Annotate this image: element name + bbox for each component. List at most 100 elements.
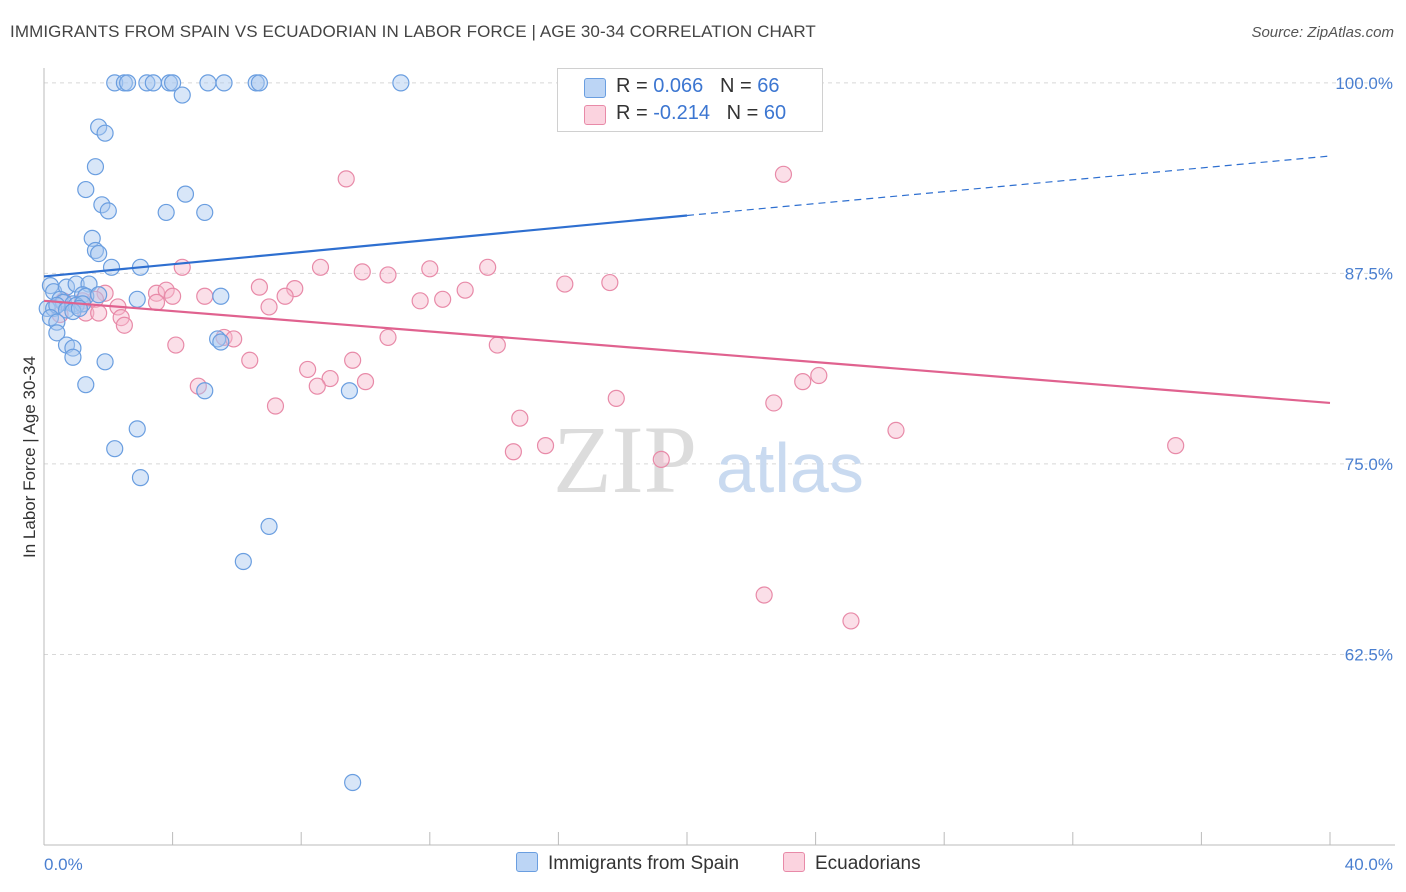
spain-point: [106, 74, 124, 92]
spain-point: [157, 203, 175, 222]
ecuadorians-point: [379, 266, 397, 284]
spain-point: [138, 74, 156, 92]
ecuadorians-point: [266, 397, 285, 415]
ecuadorians-point: [90, 304, 108, 322]
spain-trend-extension: [686, 155, 1331, 217]
legend-r-value-spain: 0.066: [653, 75, 704, 97]
spain-point: [86, 241, 105, 260]
ecuadorians-point: [115, 316, 133, 334]
ecuadorians-point: [887, 421, 905, 439]
y-tick-label: 100.0%: [1335, 74, 1393, 93]
ecuadorians-point: [344, 351, 362, 369]
ecuadorians-point: [299, 360, 317, 379]
ecuadorians-point: [241, 351, 259, 369]
legend-swatch-ecuadorians: [584, 105, 606, 125]
ecuadorians-point: [488, 336, 506, 354]
bottom-legend-swatch-spain: [516, 852, 538, 872]
ecuadorians-point: [353, 263, 371, 281]
watermark-atlas: atlas: [716, 429, 864, 507]
spain-point: [234, 552, 252, 571]
ecuadorians-point: [842, 612, 860, 630]
ecuadorians-point: [260, 298, 278, 316]
ecuadorians-point: [337, 170, 355, 188]
ecuadorians-point: [411, 292, 429, 310]
axes: [43, 68, 1395, 846]
y-tick-label: 87.5%: [1345, 264, 1393, 283]
spain-point: [344, 773, 362, 792]
spain-point: [250, 74, 269, 92]
ecuadorians-point: [276, 287, 294, 305]
spain-point: [209, 330, 227, 348]
x-tick-label: 0.0%: [44, 855, 83, 874]
ecuadorians-point: [173, 258, 191, 276]
spain-point: [64, 348, 82, 366]
spain-point: [164, 74, 182, 92]
ecuadorians-point: [504, 443, 522, 461]
spain-point: [196, 382, 214, 400]
ecuadorians-point: [774, 165, 793, 183]
ecuadorians-point: [652, 450, 670, 468]
spain-point: [215, 74, 233, 92]
ecuadorians-point: [164, 287, 182, 305]
ecuadorians-point: [511, 409, 529, 427]
ecuadorians-point: [356, 373, 375, 391]
legend-swatch-spain: [584, 78, 606, 98]
legend-n-label: N =: [726, 102, 764, 124]
ecuadorians-points: [51, 74, 1185, 630]
spain-point: [45, 299, 63, 318]
x-tick-label: 40.0%: [1345, 855, 1393, 874]
legend-n-label: N =: [719, 75, 758, 97]
spain-point: [77, 376, 95, 394]
ecuadorians-point: [456, 281, 474, 299]
ecuadorians-point: [86, 290, 105, 308]
tick-labels: 100.0% 87.5% 75.0% 62.5% 0.0% 40.0%: [44, 74, 1393, 874]
spain-point: [67, 275, 85, 293]
spain-point: [212, 287, 230, 305]
ecuadorians-trend-line: [43, 299, 1331, 405]
spain-point: [90, 286, 108, 304]
bottom-legend-ecuadorians: Ecuadorians: [783, 852, 921, 875]
spain-point: [96, 353, 114, 371]
ecuadorians-point: [1167, 437, 1185, 455]
spain-point: [340, 382, 359, 400]
ecuadorians-point: [479, 258, 497, 276]
ecuadorians-point: [157, 281, 175, 299]
legend-n-value-spain: 66: [757, 75, 780, 97]
spain-point: [196, 203, 214, 222]
ecuadorians-point: [147, 293, 166, 311]
spain-point: [128, 290, 146, 308]
ecuadorians-point: [308, 377, 326, 395]
spain-point: [106, 440, 124, 458]
ecuadorians-point: [196, 287, 214, 305]
ecuadorians-point: [556, 275, 574, 293]
legend: R = 0.066 N = 66 R = -0.214 N = 60: [557, 68, 823, 132]
legend-r-label: R =: [616, 102, 654, 124]
ecuadorians-point: [536, 437, 555, 455]
spain-point: [96, 124, 114, 142]
trend-lines: [43, 155, 1331, 405]
bottom-legend-label-spain: Immigrants from Spain: [548, 853, 740, 874]
ecuadorians-point: [379, 328, 397, 347]
spain-point: [64, 339, 82, 357]
ecuadorians-point: [96, 284, 114, 302]
spain-point: [86, 158, 105, 176]
spain-point: [131, 469, 150, 487]
spain-point: [173, 86, 191, 104]
spain-point: [48, 324, 66, 342]
legend-r-value-ecuadorians: -0.214: [653, 102, 710, 124]
ecuadorians-point: [607, 389, 625, 407]
ecuadorians-point: [147, 284, 166, 302]
y-tick-label: 75.0%: [1345, 455, 1393, 474]
y-tick-label: 62.5%: [1345, 645, 1393, 664]
spain-point: [199, 74, 217, 92]
chart-title: IMMIGRANTS FROM SPAIN VS ECUADORIAN IN L…: [10, 22, 816, 41]
spain-point: [118, 74, 137, 92]
spain-point: [212, 333, 230, 351]
ecuadorians-point: [601, 273, 619, 292]
ecuadorians-point: [321, 369, 339, 388]
watermark-zip: ZIP: [553, 406, 697, 513]
spain-point: [93, 196, 111, 214]
spain-point: [176, 185, 195, 203]
spain-point: [90, 118, 108, 136]
